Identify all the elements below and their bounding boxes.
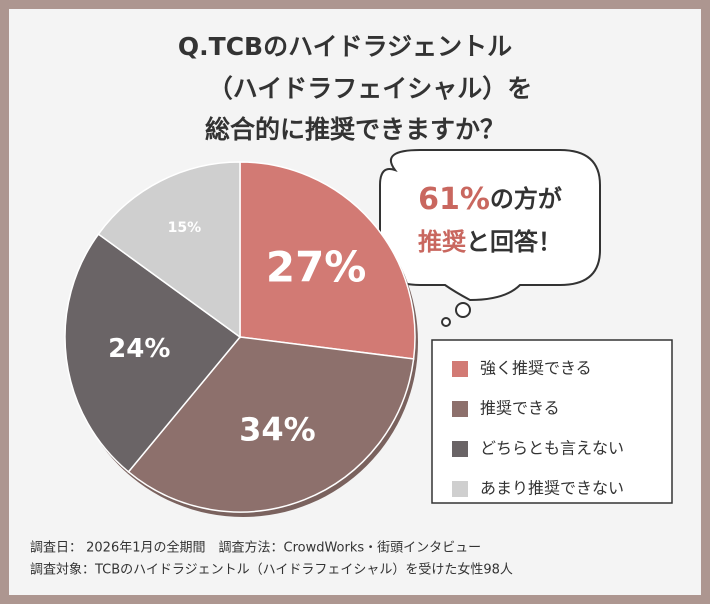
callout-text: の方が [490, 185, 562, 213]
title-line: Q.TCBのハイドラジェントル [178, 32, 512, 61]
slice-label: 24% [108, 334, 170, 364]
legend-label: 推奨できる [480, 399, 560, 418]
legend-label: 強く推奨できる [480, 359, 592, 378]
legend-swatch [452, 401, 468, 417]
legend-label: あまり推奨できない [480, 479, 624, 498]
pie-slice [239, 161, 416, 360]
legend-box [431, 339, 673, 504]
legend-label: どちらとも言えない [480, 439, 624, 458]
pie-slice [97, 161, 241, 339]
slice-label: 34% [239, 410, 316, 448]
slice-label: 15% [168, 220, 202, 236]
legend-swatch [452, 361, 468, 377]
footer-text: 調査日： 2026年1月の全期間 調査方法：CrowdWorks・街頭インタビュ… [30, 540, 481, 556]
callout-highlight: 推奨 [418, 228, 467, 256]
title-line: 総合的に推奨できますか？ [205, 115, 505, 144]
title-line: （ハイドラフェイシャル）を [208, 74, 533, 103]
footer-text: 調査対象：TCBのハイドラジェントル（ハイドラフェイシャル）を受けた女性98人 [30, 562, 513, 578]
callout-line: 推奨と回答！ [418, 228, 562, 256]
pie-slice [64, 233, 242, 473]
callout-line: 61%の方が [418, 182, 562, 217]
callout-text: と回答！ [466, 228, 562, 256]
legend-swatch [452, 481, 468, 497]
legend-swatch [452, 441, 468, 457]
callout-highlight: 61% [418, 182, 490, 217]
slice-label: 27% [266, 242, 367, 291]
pie-slice [127, 336, 415, 513]
